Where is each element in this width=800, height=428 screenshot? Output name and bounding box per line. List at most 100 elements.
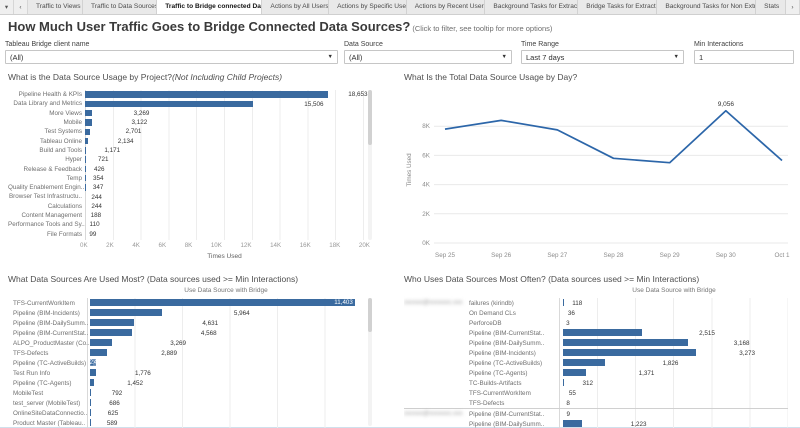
bar-mark[interactable]: 11,403: [90, 299, 359, 306]
bar-value-label: 1,171: [104, 147, 121, 155]
bar-mark[interactable]: [90, 399, 106, 406]
bar-segment[interactable]: [563, 359, 605, 366]
bar-mark[interactable]: [85, 231, 86, 237]
bar-segment[interactable]: [90, 349, 107, 356]
bar-segment[interactable]: 1,214: [90, 359, 95, 366]
bar-segment[interactable]: [90, 399, 91, 406]
filter-input[interactable]: 1: [694, 50, 794, 64]
tab-actions-by-recent-users[interactable]: Actions by Recent Users: [406, 0, 486, 14]
tab-menu-caret-icon[interactable]: ▾: [0, 0, 14, 14]
bar-segment[interactable]: 544: [94, 359, 97, 366]
bar-segment[interactable]: [563, 379, 565, 386]
bar-mark[interactable]: [85, 128, 123, 135]
tab-traffic-to-data-sources[interactable]: Traffic to Data Sources: [83, 0, 158, 14]
bar-segment[interactable]: [90, 389, 92, 396]
tab-scroll-right-icon[interactable]: ›: [786, 0, 800, 14]
y-tick-label: 4K: [422, 182, 431, 189]
bar-segment[interactable]: [563, 339, 688, 346]
bar-mark[interactable]: [563, 379, 580, 386]
bar-segment[interactable]: [563, 369, 587, 376]
bar-segment[interactable]: [85, 119, 92, 126]
bar-mark[interactable]: [563, 420, 628, 427]
line-chart-canvas[interactable]: 8K 6K 4K 2K 0K Sep 25 Sep 26 Sep 27 Sep 28 Sep 29…: [404, 87, 796, 269]
bar-value-label: 2,134: [117, 137, 134, 145]
bar-segment[interactable]: [85, 147, 86, 154]
bar-segment[interactable]: [90, 309, 163, 316]
bar-mark[interactable]: [563, 349, 736, 356]
dashboard-header: How Much User Traffic Goes to Bridge Con…: [8, 18, 552, 36]
tab-traffic-to-views[interactable]: Traffic to Views: [28, 0, 84, 14]
bar-segment[interactable]: [90, 329, 133, 336]
tab-actions-by-specific-user[interactable]: Actions by Specific User: [329, 0, 407, 14]
bar-mark[interactable]: [90, 309, 231, 316]
bar-mark[interactable]: [563, 369, 636, 376]
bar-mark[interactable]: [85, 184, 90, 191]
bar-mark[interactable]: [85, 156, 95, 163]
bar-segment[interactable]: [90, 419, 91, 426]
bar-segment[interactable]: [85, 100, 253, 108]
bar-mark[interactable]: [85, 222, 87, 228]
bar-mark[interactable]: [90, 419, 104, 426]
table-row: TFS-CurrentWorkItem 55: [464, 388, 788, 398]
bar-segment[interactable]: [563, 329, 642, 336]
bar-segment[interactable]: [85, 91, 328, 98]
bar-mark[interactable]: [563, 389, 566, 396]
bar-segment[interactable]: [90, 409, 91, 416]
bar-mark[interactable]: [90, 379, 124, 386]
bar-value-label: 354: [92, 174, 104, 182]
bar-track: 36: [563, 308, 788, 318]
tab-background-tasks-for-non-extr[interactable]: Background Tasks for Non Extr...: [657, 0, 757, 14]
bar-mark[interactable]: [563, 309, 565, 316]
bar-mark[interactable]: [85, 202, 88, 210]
bar-mark[interactable]: [90, 319, 199, 326]
bar-mark[interactable]: [90, 329, 198, 336]
chart3-scrollbar[interactable]: [368, 298, 372, 426]
tab-background-tasks-for-extracts[interactable]: Background Tasks for Extracts: [485, 0, 579, 14]
bar-mark[interactable]: [90, 339, 167, 346]
table-row: TFS-CurrentWorkItem 11,403: [8, 298, 364, 308]
bar-mark[interactable]: [85, 137, 115, 145]
bar-segment[interactable]: [90, 369, 97, 376]
bar-mark[interactable]: [85, 212, 88, 219]
chart-users-most-often: Who Uses Data Sources Most Often? (Data …: [404, 274, 796, 428]
bar-segment[interactable]: [90, 319, 134, 326]
bar-segment[interactable]: [90, 379, 95, 386]
bar-mark[interactable]: [563, 329, 696, 336]
bar-value-label: 625: [107, 409, 119, 417]
tab-stats[interactable]: Stats: [756, 0, 786, 14]
bar-segment[interactable]: [85, 128, 91, 135]
bar-mark[interactable]: 1,214544: [90, 359, 132, 366]
filter-dropdown[interactable]: (All) ▼: [5, 50, 338, 64]
bar-mark[interactable]: [85, 100, 301, 108]
bar-mark[interactable]: [90, 349, 158, 356]
bar-mark[interactable]: [563, 339, 731, 346]
bar-segment[interactable]: [90, 339, 112, 346]
bar-mark[interactable]: [85, 119, 129, 126]
table-row: Performance Tools and Sy.. 110: [8, 220, 364, 229]
bar-mark[interactable]: [90, 389, 109, 396]
bar-mark[interactable]: [85, 165, 91, 173]
bar-mark[interactable]: [85, 175, 90, 182]
tab-scroll-left-icon[interactable]: ‹: [14, 0, 28, 14]
bar-segment[interactable]: [85, 137, 89, 145]
bar-segment[interactable]: [85, 109, 93, 117]
bar-mark[interactable]: [85, 91, 345, 98]
bar-mark[interactable]: [563, 299, 569, 306]
chart1-scrollbar[interactable]: [368, 90, 372, 240]
table-row: Pipeline (TC-Agents) 1,452: [8, 378, 364, 388]
filter-dropdown[interactable]: Last 7 days ▼: [521, 50, 684, 64]
filter-dropdown[interactable]: (All) ▼: [344, 50, 512, 64]
bar-segment[interactable]: [563, 420, 582, 427]
bar-mark[interactable]: [85, 109, 131, 117]
bar-segment[interactable]: [563, 349, 697, 356]
table-row: Pipeline Health & KPIs 18,653: [8, 90, 368, 99]
bar-segment[interactable]: 11,403: [90, 299, 355, 306]
bar-mark[interactable]: [90, 369, 132, 376]
tab-traffic-to-bridge-connected-dat[interactable]: Traffic to Bridge connected Dat...: [157, 0, 263, 14]
bar-mark[interactable]: [90, 409, 105, 416]
bar-mark[interactable]: [85, 193, 88, 201]
tab-actions-by-all-users[interactable]: Actions by All Users: [262, 0, 330, 14]
bar-mark[interactable]: [85, 147, 101, 154]
tab-bridge-tasks-for-extracts[interactable]: Bridge Tasks for Extracts: [578, 0, 658, 14]
bar-mark[interactable]: [563, 359, 660, 366]
